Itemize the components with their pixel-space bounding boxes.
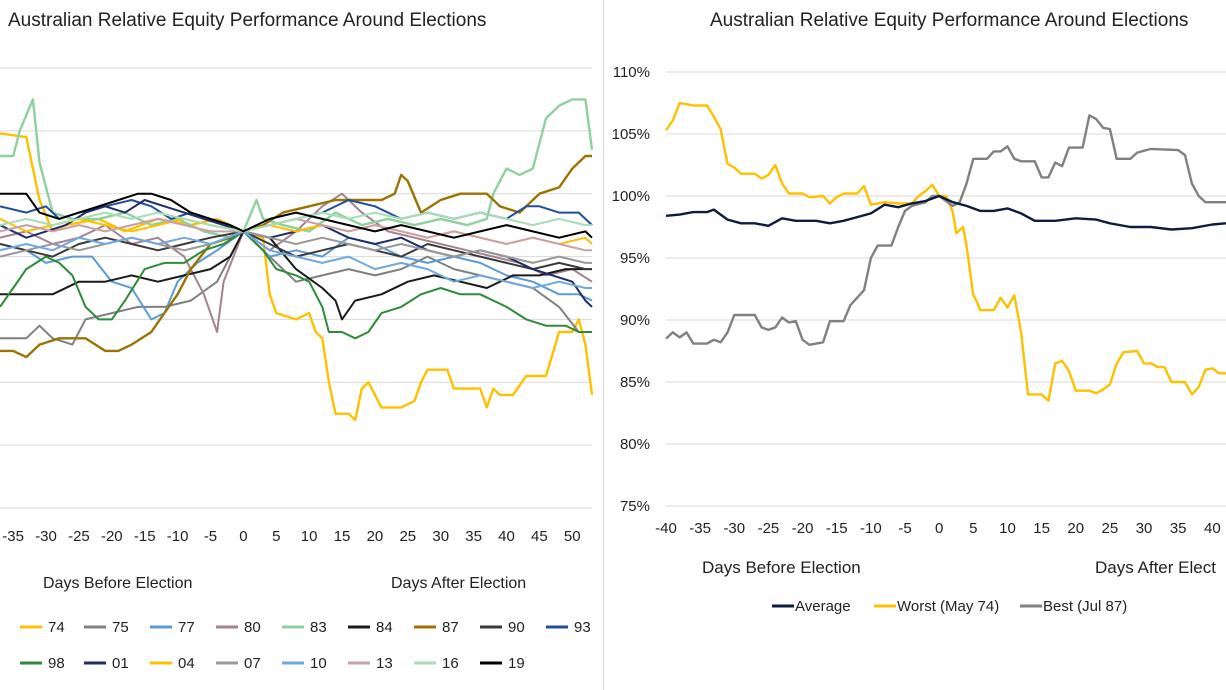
left-x-tick-label: -25 — [68, 528, 90, 545]
right-chart-panel: Australian Relative Equity Performance A… — [606, 0, 1226, 690]
left-chart-panel: Australian Relative Equity Performance A… — [0, 0, 604, 690]
left-series-line-84 — [0, 230, 592, 321]
right-x-tick-label: -40 — [655, 520, 677, 537]
right-days-after-label: Days After Elect — [1095, 558, 1216, 577]
left-x-tick-label: 20 — [367, 528, 384, 545]
left-x-tick-label: 25 — [399, 528, 416, 545]
right-days-before-label: Days Before Election — [702, 558, 861, 577]
right-series-line-2 — [665, 114, 1226, 346]
left-series-line-90 — [0, 230, 592, 271]
legend-label-16: 16 — [442, 655, 459, 672]
right-y-tick-label: 75% — [620, 498, 650, 515]
left-series-line-98 — [0, 230, 592, 340]
right-legend-label-0: Average — [795, 598, 851, 615]
left-days-after-label: Days After Election — [391, 575, 527, 592]
left-chart: -35 -30 -25 -20 -15 -10 -5 0 5 10 15 20 25 30 35 40 45 50… — [0, 67, 594, 672]
right-x-tick-label: 20 — [1067, 520, 1084, 537]
panel-divider — [603, 0, 604, 690]
left-x-tick-label: -30 — [35, 528, 57, 545]
legend-label-19: 19 — [508, 655, 525, 672]
right-y-tick-label: 105% — [612, 126, 650, 143]
left-series-line-77 — [0, 230, 593, 321]
left-x-tick-label: 15 — [334, 528, 351, 545]
right-x-tick-label: -20 — [792, 520, 814, 537]
left-days-before-label: Days Before Election — [43, 575, 193, 592]
legend-label-93: 93 — [574, 619, 591, 636]
right-series-line-0 — [665, 194, 1226, 231]
right-x-tick-label: -10 — [860, 520, 882, 537]
right-x-tick-label: 15 — [1033, 520, 1050, 537]
right-x-tick-label: -35 — [689, 520, 711, 537]
right-y-tick-label: 85% — [620, 374, 650, 391]
left-x-tick-label: 50 — [564, 528, 581, 545]
left-x-tick-label: -5 — [204, 528, 217, 545]
left-series-line-07 — [0, 230, 592, 264]
right-x-axis: -40 -35 -30 -25 -20 -15 -10 -5 0 5 10 15 20 25 30 35 40 — [655, 520, 1221, 537]
left-x-tick-label: -20 — [101, 528, 123, 545]
legend-label-10: 10 — [310, 655, 327, 672]
right-y-tick-label: 95% — [620, 250, 650, 267]
right-x-tick-label: 30 — [1136, 520, 1153, 537]
legend-label-87: 87 — [442, 619, 459, 636]
right-legend-label-1: Worst (May 74) — [897, 598, 999, 615]
right-x-tick-label: -15 — [826, 520, 848, 537]
right-gridlines: 75% 80% 85% 90% 95% 100% 105% 110% — [612, 64, 1226, 515]
left-x-tick-label: -10 — [167, 528, 189, 545]
left-chart-title: Australian Relative Equity Performance A… — [8, 10, 487, 31]
left-series-line-83 — [0, 98, 594, 239]
left-series-line-01 — [0, 199, 593, 308]
left-x-tick-label: 0 — [239, 528, 247, 545]
right-series-line-1 — [665, 101, 1226, 402]
right-x-tick-label: -25 — [758, 520, 780, 537]
right-x-tick-label: 25 — [1102, 520, 1119, 537]
legend-label-07: 07 — [244, 655, 261, 672]
legend-label-04: 04 — [178, 655, 195, 672]
left-series-line-10 — [0, 230, 592, 289]
legend-label-13: 13 — [376, 655, 393, 672]
right-y-tick-label: 100% — [612, 188, 650, 205]
legend-label-98: 98 — [48, 655, 65, 672]
left-x-axis: -35 -30 -25 -20 -15 -10 -5 0 5 10 15 20 25 30 35 40 45 50 — [2, 528, 580, 545]
left-x-tick-label: 10 — [301, 528, 318, 545]
right-x-tick-label: 35 — [1170, 520, 1187, 537]
right-chart: 75%80%85%90%95%100%105%110%-40 -35 -30 -25-… — [612, 64, 1226, 615]
right-x-tick-label: -30 — [723, 520, 745, 537]
legend-label-01: 01 — [112, 655, 129, 672]
left-series-line-87 — [0, 154, 592, 359]
legend-label-74: 74 — [48, 619, 65, 636]
left-x-tick-label: -15 — [134, 528, 156, 545]
left-x-tick-label: 40 — [498, 528, 515, 545]
legend-label-77: 77 — [178, 619, 195, 636]
left-series-line-19 — [0, 192, 593, 239]
left-gridlines — [0, 67, 592, 509]
left-x-tick-label: 45 — [531, 528, 548, 545]
right-y-tick-label: 80% — [620, 436, 650, 453]
left-series-lines — [0, 98, 594, 422]
legend-label-90: 90 — [508, 619, 525, 636]
legend-label-83: 83 — [310, 619, 327, 636]
right-y-tick-label: 110% — [613, 64, 650, 81]
left-x-tick-label: 30 — [432, 528, 449, 545]
right-y-tick-label: 90% — [620, 312, 650, 329]
left-legend: 74 75 77 80 83 84 87 90 93 98 01 04 07 10 13 16 19 — [20, 619, 591, 672]
legend-label-84: 84 — [376, 619, 393, 636]
right-x-tick-label: 40 — [1204, 520, 1221, 537]
right-x-tick-label: 5 — [969, 520, 977, 537]
left-series-line-13 — [0, 217, 592, 252]
right-x-tick-label: 10 — [999, 520, 1016, 537]
right-series-lines — [665, 101, 1226, 402]
right-legend-label-2: Best (Jul 87) — [1043, 598, 1127, 615]
left-x-tick-label: 5 — [272, 528, 280, 545]
left-x-tick-label: -35 — [2, 528, 24, 545]
right-chart-title: Australian Relative Equity Performance A… — [710, 10, 1189, 31]
left-x-tick-label: 35 — [465, 528, 482, 545]
legend-label-75: 75 — [112, 619, 129, 636]
right-legend: Average Worst (May 74) Best (Jul 87) — [772, 598, 1127, 615]
right-x-tick-label: -5 — [898, 520, 911, 537]
legend-label-80: 80 — [244, 619, 261, 636]
right-x-tick-label: 0 — [935, 520, 943, 537]
